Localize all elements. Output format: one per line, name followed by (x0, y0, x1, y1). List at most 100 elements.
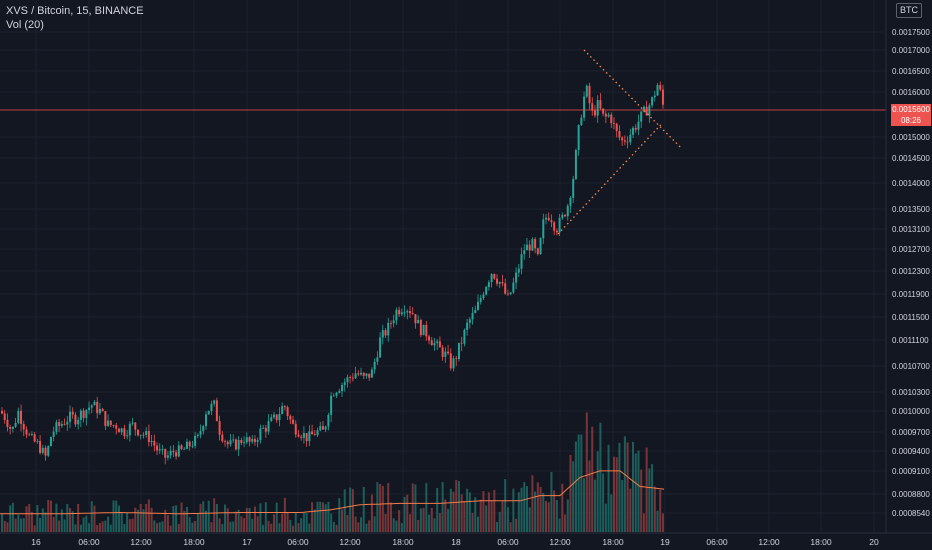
volume-bar (218, 518, 221, 532)
volume-bar (300, 518, 303, 532)
candle-body (428, 336, 431, 341)
volume-bar (509, 522, 512, 532)
volume-bar (517, 492, 520, 532)
candle-body (25, 429, 28, 435)
candle-body (109, 420, 112, 426)
volume-bar (566, 499, 569, 532)
candle-body (213, 400, 216, 404)
volume-bar (224, 504, 227, 532)
volume-bar (463, 501, 466, 532)
candle-body (63, 424, 66, 425)
candle-body (430, 340, 433, 346)
volume-bar (330, 513, 333, 532)
volume-bar (335, 524, 338, 532)
volume-bar (267, 520, 270, 532)
candle-body (534, 239, 537, 249)
time-tick-label: 06:00 (706, 537, 728, 547)
candle-body (506, 293, 509, 295)
candle-body (422, 324, 425, 336)
volume-bar (645, 447, 648, 532)
symbol-title[interactable]: XVS / Bitcoin, 15, BINANCE (6, 5, 144, 17)
volume-bar (205, 510, 207, 532)
trendline[interactable] (557, 123, 663, 235)
volume-bar (101, 521, 104, 532)
candle-body (490, 274, 493, 283)
volume-bar (569, 454, 572, 532)
time-axis[interactable]: 16 06:00 12:00 18:00 17 06:00 12:00 18:00 18 06:0… (0, 532, 932, 547)
candle-body (585, 85, 588, 97)
volume-bar (251, 518, 254, 532)
volume-bar (289, 519, 292, 532)
volume-bar (169, 525, 172, 532)
candle-body (496, 278, 499, 284)
trendline[interactable] (583, 49, 683, 150)
volume-bar (466, 488, 469, 532)
volume-indicator-title[interactable]: Vol (20) (6, 19, 44, 31)
candle-body (60, 424, 63, 426)
candle-body (515, 272, 518, 283)
candle-body (69, 411, 71, 422)
candle-body (651, 97, 654, 106)
price-axis[interactable]: 0.0017500 0.0017000 0.0016500 0.0016000 0.00… (885, 0, 930, 533)
volume-bar (229, 521, 232, 532)
volume-bar (69, 508, 71, 532)
triangle-pattern-drawing[interactable] (557, 49, 683, 235)
candle-body (44, 447, 47, 456)
volume-bar (351, 489, 354, 532)
volume-bar (419, 508, 422, 532)
candle-body (593, 110, 596, 116)
candle-body (536, 248, 539, 255)
volume-bar (384, 513, 387, 532)
candle-body (618, 131, 621, 138)
volume-bar (166, 515, 169, 532)
candle-body (153, 440, 156, 446)
candle-body (389, 322, 392, 324)
candle-body (142, 434, 145, 436)
volume-bar (292, 525, 295, 532)
candle-body (656, 85, 659, 96)
volume-bar (626, 442, 629, 532)
price-tick-label: 0.0016500 (892, 67, 930, 76)
candle-body (460, 342, 463, 344)
volume-bar (278, 523, 281, 532)
volume-bar (417, 519, 420, 532)
volume-bar (490, 501, 493, 532)
time-tick-label: 18 (451, 537, 461, 547)
candle-body (158, 449, 161, 451)
volume-bar (39, 517, 42, 532)
candle-body (224, 441, 227, 442)
volume-bar (362, 486, 365, 532)
volume-bar (313, 509, 316, 532)
currency-button[interactable]: BTC (896, 3, 922, 18)
volume-bar (305, 513, 308, 532)
candle-body (253, 438, 256, 442)
candle-body (98, 408, 101, 414)
volume-bar (485, 505, 488, 532)
volume-bar (191, 522, 194, 532)
volume-bar (338, 498, 341, 532)
volume-bar (534, 491, 537, 532)
volume-bar (452, 491, 455, 532)
volume-bar (85, 515, 88, 532)
volume-bar (438, 513, 441, 532)
candle-body (349, 377, 352, 379)
candle-body (226, 441, 229, 445)
volume-bar (202, 501, 205, 532)
candle-body (6, 419, 9, 427)
volume-bar (98, 522, 101, 532)
candle-body (642, 106, 645, 112)
time-tick-label: 19 (660, 537, 670, 547)
candle-body (71, 411, 74, 415)
volume-bar (542, 492, 545, 532)
candle-body (281, 406, 284, 415)
volume-bar (79, 524, 82, 532)
candle-body (338, 391, 341, 393)
candle-body (574, 150, 577, 179)
volume-bar (561, 483, 564, 532)
candle-body (493, 274, 496, 279)
volume-bar (93, 505, 96, 532)
volume-bar (327, 501, 330, 532)
volume-bar (449, 488, 452, 532)
candle-body (553, 222, 556, 231)
